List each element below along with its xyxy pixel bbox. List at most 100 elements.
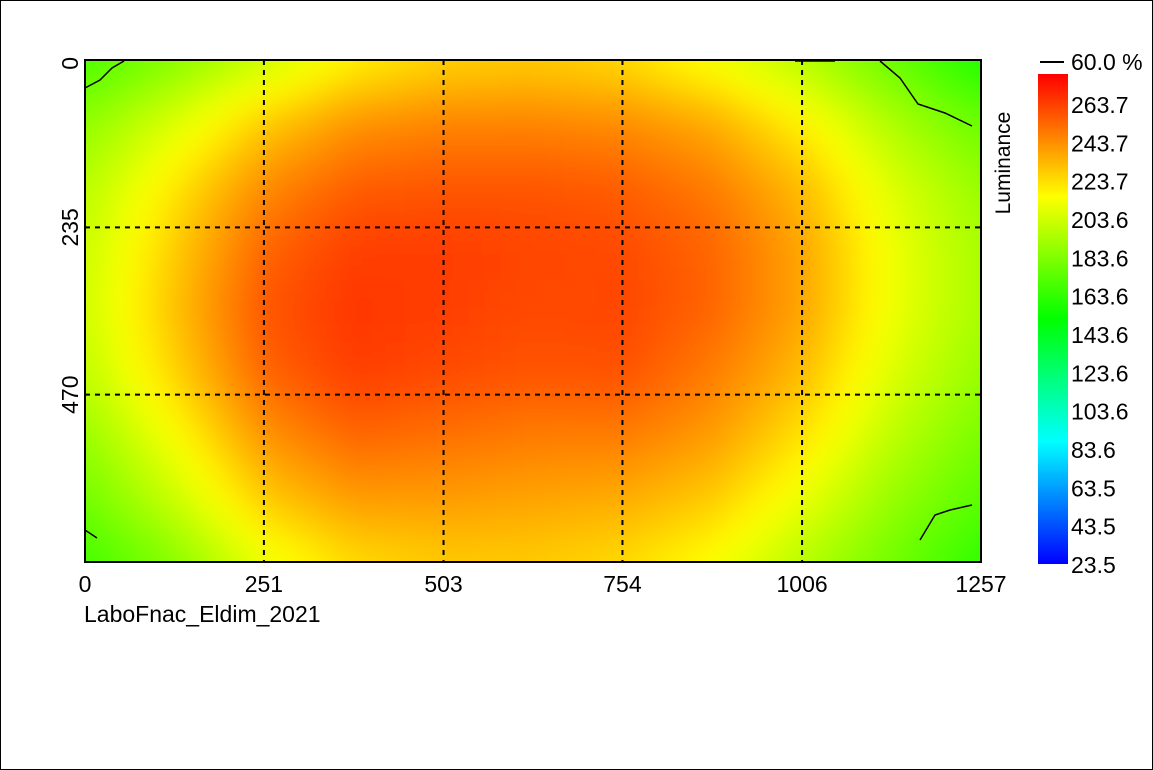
heatmap-cell xyxy=(149,311,166,328)
heatmap-cell xyxy=(213,185,230,202)
heatmap-cell xyxy=(293,483,310,501)
heatmap-cell xyxy=(917,248,934,265)
heatmap-cell xyxy=(133,169,150,187)
heatmap-cell xyxy=(453,60,470,77)
heatmap-cell xyxy=(549,311,566,328)
heatmap-cell xyxy=(597,389,614,406)
heatmap-cell xyxy=(101,436,118,453)
heatmap-cell xyxy=(309,138,326,155)
heatmap-cell xyxy=(501,13,518,29)
heatmap-cell xyxy=(37,421,54,437)
heatmap-cell xyxy=(149,263,166,281)
heatmap-cell xyxy=(229,201,246,218)
heatmap-cell xyxy=(85,420,86,438)
heatmap-cell xyxy=(789,60,806,61)
heatmap-cell xyxy=(997,421,1014,437)
heatmap-cell xyxy=(85,154,102,171)
heatmap-cell xyxy=(37,358,54,374)
heatmap-cell xyxy=(597,138,614,155)
heatmap-cell xyxy=(917,185,934,202)
heatmap-cell xyxy=(181,248,198,265)
heatmap-cell xyxy=(933,29,950,45)
heatmap-cell xyxy=(181,326,198,344)
heatmap-cell xyxy=(917,373,934,391)
heatmap-cell xyxy=(213,405,230,422)
heatmap-cell xyxy=(389,107,406,124)
heatmap-cell xyxy=(197,436,214,453)
heatmap-cell xyxy=(453,358,470,375)
heatmap-cell xyxy=(1013,13,1030,29)
heatmap-cell xyxy=(213,373,230,391)
heatmap-cell xyxy=(885,13,902,29)
heatmap-cell xyxy=(789,342,806,359)
heatmap-cell xyxy=(885,578,902,594)
heatmap-cell xyxy=(917,216,934,234)
heatmap-cell xyxy=(629,358,646,375)
heatmap-cell xyxy=(709,263,726,281)
heatmap-cell xyxy=(613,248,630,265)
heatmap-cell xyxy=(501,60,518,77)
heatmap-cell xyxy=(357,405,374,422)
heatmap-cell xyxy=(341,405,358,422)
heatmap-cell xyxy=(741,279,758,297)
heatmap-cell xyxy=(453,311,470,328)
heatmap-cell xyxy=(357,232,374,250)
heatmap-cell xyxy=(805,13,822,29)
heatmap-cell xyxy=(805,60,822,77)
heatmap-cell xyxy=(869,389,886,406)
heatmap-cell xyxy=(885,358,902,375)
heatmap-cell xyxy=(773,452,790,469)
heatmap-cell xyxy=(453,107,470,124)
colorbar-tick-label: 43.5 xyxy=(1071,514,1116,540)
heatmap-cell xyxy=(517,578,534,594)
heatmap-cell xyxy=(629,154,646,171)
heatmap-cell xyxy=(325,326,342,344)
heatmap-cell xyxy=(629,405,646,422)
heatmap-cell xyxy=(453,436,470,453)
heatmap-cell xyxy=(341,546,358,562)
heatmap-cell xyxy=(533,169,550,187)
heatmap-cell xyxy=(677,185,694,202)
heatmap-cell xyxy=(981,499,998,515)
heatmap-cell xyxy=(757,169,774,187)
heatmap-cell xyxy=(773,405,790,422)
heatmap-cell xyxy=(197,75,214,93)
heatmap-cell xyxy=(917,405,934,422)
heatmap-cell xyxy=(789,91,806,108)
heatmap-cell xyxy=(725,311,742,328)
heatmap-cell xyxy=(997,91,1014,107)
heatmap-cell xyxy=(549,514,566,532)
heatmap-cell xyxy=(885,75,902,93)
heatmap-cell xyxy=(645,263,662,281)
heatmap-cell xyxy=(85,138,102,155)
heatmap-cell xyxy=(325,358,342,375)
heatmap-cell xyxy=(949,420,966,438)
heatmap-cell xyxy=(485,373,502,391)
heatmap-cell xyxy=(629,263,646,281)
heatmap-cell xyxy=(357,358,374,375)
heatmap-cell xyxy=(229,122,246,140)
heatmap-cell xyxy=(565,216,582,234)
heatmap-cell xyxy=(309,342,326,359)
heatmap-cell xyxy=(661,29,678,45)
heatmap-cell xyxy=(261,311,278,328)
heatmap-cell xyxy=(213,75,230,93)
heatmap-cell xyxy=(805,75,822,93)
heatmap-cell xyxy=(437,295,454,312)
heatmap-cell xyxy=(645,122,662,140)
heatmap-cell xyxy=(309,185,326,202)
heatmap-cell xyxy=(181,185,198,202)
heatmap-cell xyxy=(741,60,758,77)
heatmap-cell xyxy=(917,342,934,359)
heatmap-cell xyxy=(773,60,790,61)
heatmap-cell xyxy=(677,232,694,250)
heatmap-cell xyxy=(997,248,1014,264)
heatmap-cell xyxy=(357,60,374,77)
heatmap-cell xyxy=(277,389,294,406)
heatmap-cell xyxy=(37,327,54,343)
heatmap-cell xyxy=(821,201,838,218)
heatmap-cell xyxy=(917,483,934,501)
heatmap-cell xyxy=(309,562,326,578)
heatmap-cell xyxy=(757,514,774,532)
heatmap-cell xyxy=(757,389,774,406)
